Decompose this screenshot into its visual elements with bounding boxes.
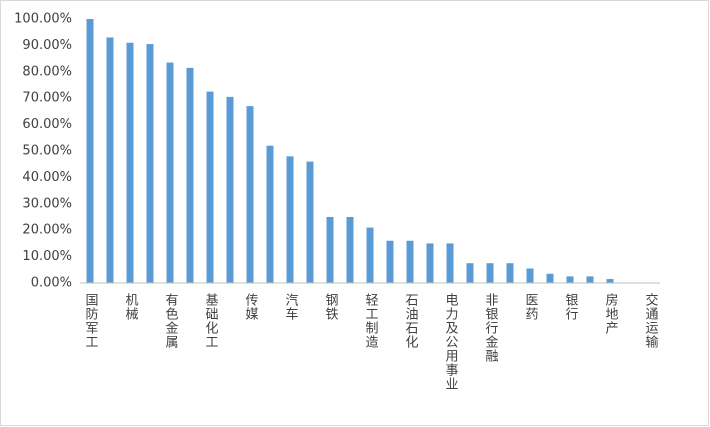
- bar: [106, 37, 114, 284]
- bar: [146, 44, 154, 283]
- y-tick-label: 90.00%: [22, 38, 72, 53]
- bar: [406, 240, 414, 283]
- x-tick-label: 非银行金融: [483, 293, 499, 363]
- x-tick-label: 国防军工: [83, 293, 99, 349]
- bar: [86, 19, 94, 283]
- y-tick-label: 0.00%: [31, 276, 72, 291]
- bar: [586, 276, 594, 283]
- x-tick-label: 传媒: [243, 293, 259, 321]
- bar: [286, 156, 294, 283]
- x-tick-label: 电力及公用事业: [443, 293, 459, 391]
- bar: [206, 91, 214, 283]
- y-tick-label: 60.00%: [22, 117, 72, 132]
- bar: [506, 263, 514, 283]
- bar: [306, 161, 314, 283]
- x-tick-label: 有色金属: [163, 293, 179, 349]
- bar: [426, 243, 434, 283]
- y-tick-label: 80.00%: [22, 64, 72, 79]
- x-tick-label: 交通运输: [643, 292, 659, 349]
- y-tick-label: 20.00%: [22, 223, 72, 238]
- bar: [566, 276, 574, 283]
- bar: [386, 240, 394, 283]
- x-tick-label: 基础化工: [203, 293, 219, 349]
- bar: [446, 243, 454, 283]
- bar: [186, 67, 194, 283]
- x-tick-label: 钢铁: [323, 293, 339, 321]
- x-tick-label: 房地产: [603, 292, 619, 335]
- bar: [266, 145, 274, 283]
- bar: [526, 268, 534, 283]
- bar: [486, 263, 494, 283]
- bar: [226, 96, 234, 283]
- bar: [606, 279, 614, 283]
- y-tick-label: 100.00%: [14, 12, 72, 27]
- x-tick-label: 机械: [123, 293, 139, 321]
- bar: [366, 227, 374, 283]
- bar: [346, 217, 354, 283]
- bar: [166, 62, 174, 284]
- bar: [466, 263, 474, 283]
- y-tick-label: 10.00%: [22, 249, 72, 264]
- y-tick-label: 40.00%: [22, 170, 72, 185]
- bar: [326, 217, 334, 283]
- y-tick-label: 30.00%: [22, 196, 72, 211]
- y-tick-label: 50.00%: [22, 144, 72, 159]
- x-tick-label: 石油石化: [403, 293, 419, 349]
- x-tick-label: 医药: [523, 293, 539, 321]
- x-tick-label: 银行: [563, 293, 579, 321]
- x-tick-label: 轻工制造: [363, 293, 379, 349]
- bar: [246, 106, 254, 284]
- y-tick-label: 70.00%: [22, 91, 72, 106]
- bar: [546, 273, 554, 283]
- bar: [126, 42, 134, 284]
- x-tick-label: 汽车: [283, 293, 299, 321]
